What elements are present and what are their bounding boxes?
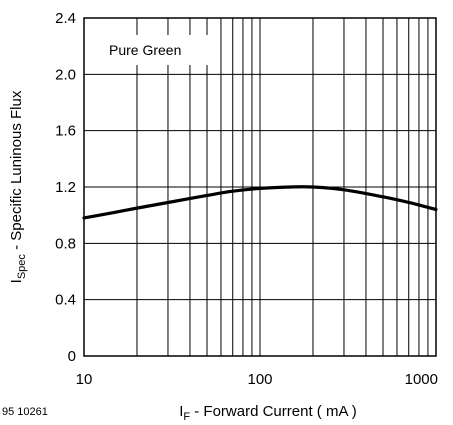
y-tick-label: 2.4 — [55, 10, 76, 27]
legend-box: Pure Green — [101, 35, 209, 65]
y-tick-label: 2.0 — [55, 66, 76, 83]
y-tick-label: 0.8 — [55, 235, 76, 252]
y-axis-title: ISpec - Specific Luninous Flux — [8, 90, 28, 283]
series-line-pure-green — [82, 185, 438, 220]
figure-code: 95 10261 — [2, 406, 48, 418]
y-tick-label: 0 — [68, 348, 76, 365]
legend-label: Pure Green — [109, 42, 181, 58]
x-axis-title: IF - Forward Current ( mA ) — [179, 403, 357, 423]
x-tick-label: 100 — [247, 371, 272, 388]
grid — [84, 18, 436, 356]
x-tick-labels: 10 100 1000 — [76, 371, 438, 388]
x-tick-label: 1000 — [405, 371, 438, 388]
y-tick-label: 0.4 — [55, 292, 76, 309]
y-tick-labels: 0 0.4 0.8 1.2 1.6 2.0 2.4 — [55, 10, 76, 365]
plot-frame — [83, 17, 437, 357]
legend-background — [101, 35, 209, 65]
y-tick-label: 1.6 — [55, 123, 76, 140]
y-tick-label: 1.2 — [55, 179, 76, 196]
x-tick-label: 10 — [76, 371, 93, 388]
